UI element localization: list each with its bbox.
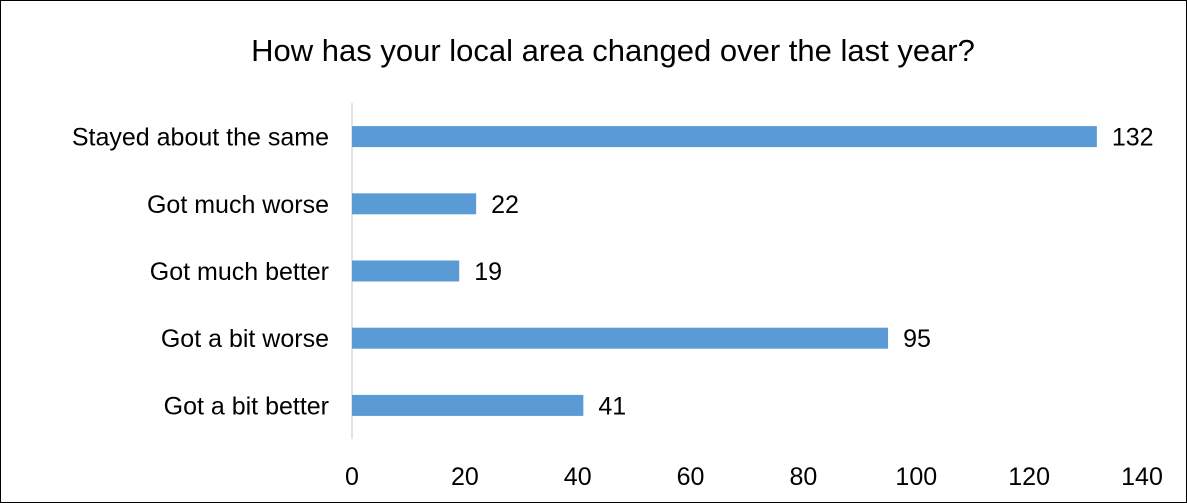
data-label: 22 bbox=[491, 191, 519, 219]
x-tick-label: 60 bbox=[677, 463, 705, 491]
x-tick-label: 0 bbox=[345, 463, 359, 491]
x-tick-label: 140 bbox=[1121, 463, 1163, 491]
bar-2 bbox=[352, 260, 460, 282]
data-label: 41 bbox=[598, 392, 626, 420]
category-label: Got a bit worse bbox=[161, 325, 329, 353]
data-label: 19 bbox=[474, 258, 502, 286]
chart-title: How has your local area changed over the… bbox=[251, 33, 975, 68]
category-label: Stayed about the same bbox=[72, 124, 329, 152]
bar-1 bbox=[352, 327, 889, 349]
x-tick-label: 120 bbox=[1008, 463, 1050, 491]
category-label: Got much worse bbox=[147, 191, 329, 219]
bar-3 bbox=[352, 193, 477, 215]
bar-4 bbox=[352, 126, 1097, 148]
x-tick-label: 100 bbox=[895, 463, 937, 491]
data-label: 132 bbox=[1112, 124, 1154, 152]
bar-0 bbox=[352, 394, 584, 416]
data-label: 95 bbox=[903, 325, 931, 353]
x-tick-label: 80 bbox=[790, 463, 818, 491]
x-tick-label: 20 bbox=[451, 463, 479, 491]
category-label: Got much better bbox=[150, 258, 329, 286]
x-tick-label: 40 bbox=[564, 463, 592, 491]
category-label: Got a bit better bbox=[164, 392, 329, 420]
